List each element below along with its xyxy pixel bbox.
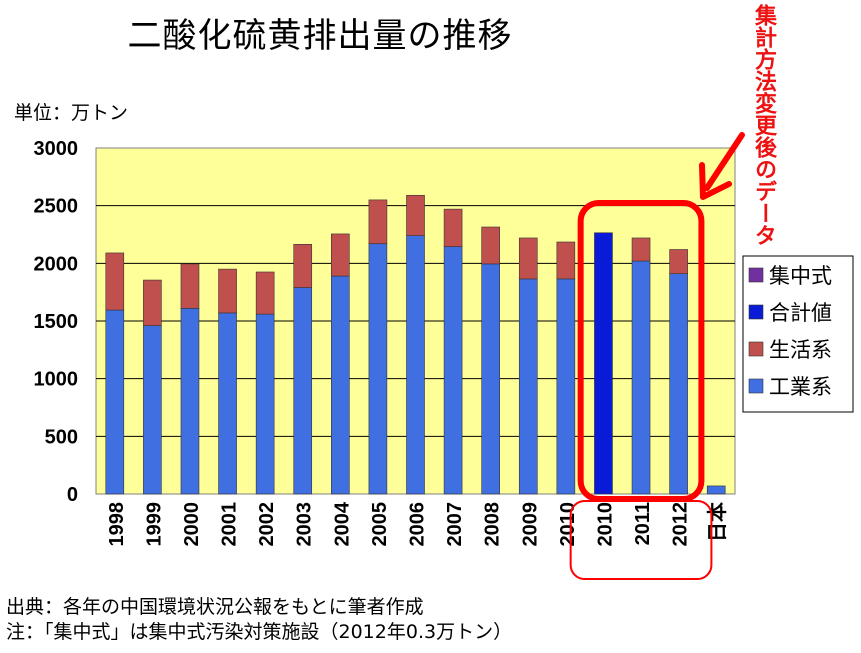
arrow-shaft xyxy=(704,132,745,191)
bar-工業系 xyxy=(631,260,651,495)
bar-生活系 xyxy=(443,208,463,247)
x-tick-label: 2005 xyxy=(369,502,391,547)
y-tick-label: 0 xyxy=(67,484,78,506)
x-tick-label: 2008 xyxy=(482,502,504,546)
legend-swatch xyxy=(748,304,764,320)
bar-生活系 xyxy=(143,279,162,326)
bar-生活系 xyxy=(293,244,313,288)
bar-生活系 xyxy=(255,271,275,315)
bar-生活系 xyxy=(331,233,350,277)
x-tick-label: 2002 xyxy=(256,502,278,547)
y-tick-label: 1500 xyxy=(34,311,79,333)
bar-工業系 xyxy=(255,313,275,495)
chart-title: 二酸化硫黄排出量の推移 xyxy=(127,16,513,56)
x-tick-label: 2007 xyxy=(444,502,466,547)
x-tick-label: 2000 xyxy=(181,502,203,547)
legend-label: 工業系 xyxy=(769,375,832,399)
bar-工業系 xyxy=(218,312,237,495)
legend-label: 生活系 xyxy=(769,338,832,362)
legend-swatch xyxy=(748,267,764,283)
legend-label: 集中式 xyxy=(769,264,832,288)
footnote: 注：「集中式」は集中式汚染対策施設（2012年0.3万トン） xyxy=(6,621,513,643)
bar-生活系 xyxy=(105,252,125,311)
bar-工業系 xyxy=(556,278,576,495)
y-tick-label: 500 xyxy=(45,426,78,448)
bar-工業系 xyxy=(180,308,200,495)
bar-工業系 xyxy=(518,278,538,495)
highlight-label-box xyxy=(569,500,713,580)
bar-工業系 xyxy=(706,485,726,495)
bar-生活系 xyxy=(556,241,576,280)
y-tick-label: 2000 xyxy=(34,253,79,275)
x-tick-label: 2011 xyxy=(632,502,654,545)
x-tick-label: 2010 xyxy=(594,502,616,547)
x-tick-label: 2004 xyxy=(331,501,353,546)
bar-生活系 xyxy=(631,237,651,262)
bar-生活系 xyxy=(368,199,388,245)
arrow-head xyxy=(699,162,732,200)
legend-label: 合計値 xyxy=(769,301,832,325)
bar-工業系 xyxy=(669,273,688,495)
y-tick-label: 3000 xyxy=(34,138,79,160)
bar-工業系 xyxy=(481,263,500,495)
x-tick-label: 1999 xyxy=(143,502,165,547)
footer-notes: 出典：各年の中国環境状況公報をもとに筆者作成 注：「集中式」は集中式汚染対策施設… xyxy=(6,595,512,645)
bar-工業系 xyxy=(143,325,162,495)
x-tick-label: 2006 xyxy=(407,502,429,547)
bar-合計値 xyxy=(594,232,613,495)
bar-生活系 xyxy=(518,237,538,280)
x-tick-label: 2009 xyxy=(519,502,541,547)
bar-生活系 xyxy=(218,268,237,314)
bar-生活系 xyxy=(406,194,425,236)
x-tick-label: 1998 xyxy=(106,502,128,547)
bar-生活系 xyxy=(180,263,200,309)
highlight-box xyxy=(577,200,705,502)
annotation-text: 集計方法変更後のデータ xyxy=(751,4,776,246)
bar-生活系 xyxy=(481,226,500,265)
x-tick-label: 2010 xyxy=(557,502,579,547)
y-tick-label: 1000 xyxy=(34,369,79,391)
bar-工業系 xyxy=(406,235,425,495)
bar-工業系 xyxy=(293,287,313,495)
legend-swatch xyxy=(748,378,764,394)
x-tick-label: 2003 xyxy=(294,502,316,547)
source-note: 出典：各年の中国環境状況公報をもとに筆者作成 xyxy=(6,596,424,618)
y-tick-label: 2500 xyxy=(34,196,79,218)
bar-工業系 xyxy=(368,243,388,495)
bar-工業系 xyxy=(331,275,350,495)
bar-工業系 xyxy=(443,246,463,495)
x-tick-label: 2001 xyxy=(219,502,241,547)
unit-label: 単位：万トン xyxy=(14,102,129,124)
x-tick-label: 2012 xyxy=(670,502,692,547)
legend-swatch xyxy=(748,341,764,357)
bar-生活系 xyxy=(669,249,688,275)
bar-工業系 xyxy=(105,309,125,495)
